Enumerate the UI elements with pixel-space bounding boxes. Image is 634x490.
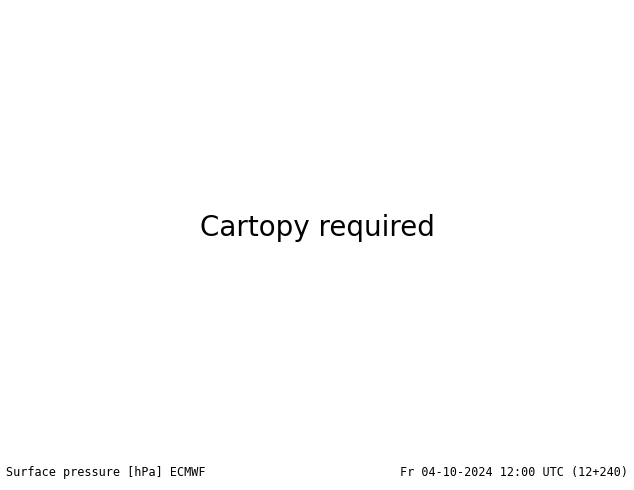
Text: Surface pressure [hPa] ECMWF: Surface pressure [hPa] ECMWF <box>6 466 206 479</box>
Text: Cartopy required: Cartopy required <box>200 214 434 242</box>
Text: Fr 04-10-2024 12:00 UTC (12+240): Fr 04-10-2024 12:00 UTC (12+240) <box>399 466 628 479</box>
